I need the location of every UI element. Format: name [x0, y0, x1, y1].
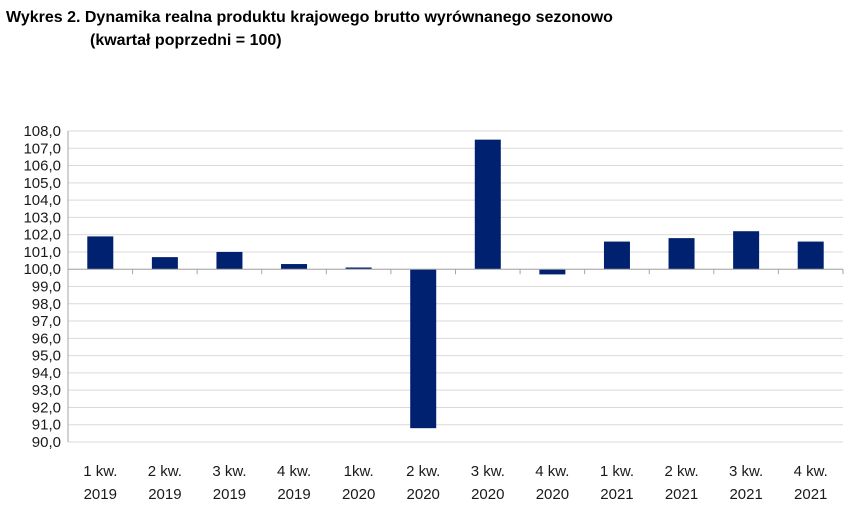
y-tick-label: 102,0 [23, 227, 61, 244]
y-tick-label: 92,0 [32, 399, 61, 416]
y-axis-tick-labels: 108,0107,0106,0105,0104,0103,0102,0101,0… [23, 123, 61, 451]
y-tick-label: 105,0 [23, 175, 61, 192]
y-tick-label: 95,0 [32, 348, 61, 365]
x-tick-label-quarter: 2 kw. [406, 463, 440, 480]
x-tick-label-quarter: 2 kw. [148, 463, 182, 480]
x-tick-label-year: 2019 [277, 486, 310, 503]
y-tick-label: 107,0 [23, 140, 61, 157]
x-tick-label-quarter: 3 kw. [212, 463, 246, 480]
x-tick-label-quarter: 4 kw. [794, 463, 828, 480]
y-tick-label: 94,0 [32, 365, 61, 382]
y-tick-label: 103,0 [23, 209, 61, 226]
y-tick-label: 98,0 [32, 296, 61, 313]
bar [410, 269, 437, 429]
bar [216, 251, 243, 270]
y-tick-label: 104,0 [23, 192, 61, 209]
bar [345, 267, 372, 270]
y-tick-label: 108,0 [23, 123, 61, 140]
x-tick-label-year: 2021 [665, 486, 698, 503]
x-tick-label-year: 2021 [600, 486, 633, 503]
x-tick-label-year: 2021 [794, 486, 827, 503]
y-tick-label: 97,0 [32, 313, 61, 330]
x-tick-label-year: 2020 [342, 486, 375, 503]
bars [87, 139, 824, 429]
x-tick-label-year: 2020 [471, 486, 504, 503]
chart-title-line-1: Wykres 2. Dynamika realna produktu krajo… [6, 9, 613, 26]
bar [603, 241, 630, 270]
x-tick-label-year: 2020 [407, 486, 440, 503]
x-tick-label-year: 2021 [729, 486, 762, 503]
x-tick-label-year: 2019 [84, 486, 117, 503]
x-tick-label-year: 2020 [536, 486, 569, 503]
y-tick-label: 93,0 [32, 382, 61, 399]
y-tick-label: 100,0 [23, 261, 61, 278]
x-tick-label-quarter: 1 kw. [83, 463, 117, 480]
y-tick-label: 106,0 [23, 158, 61, 175]
chart-title: Wykres 2. Dynamika realna produktu krajo… [6, 6, 613, 52]
bar [668, 238, 695, 270]
bar [733, 231, 760, 270]
y-tick-label: 101,0 [23, 244, 61, 261]
x-axis-tick-labels: 1 kw. 2019 2 kw. 2019 3 kw. 2019 4 kw. 2019 1kw.… [83, 463, 828, 503]
bar [797, 241, 824, 270]
category-axis [67, 131, 844, 442]
gridlines [68, 130, 843, 443]
bar [539, 269, 566, 275]
bar [151, 257, 178, 270]
y-tick-label: 90,0 [32, 434, 61, 451]
x-tick-label-quarter: 3 kw. [729, 463, 763, 480]
x-tick-label-year: 2019 [148, 486, 181, 503]
x-tick-label-quarter: 1 kw. [600, 463, 634, 480]
chart-title-line-2: (kwartał poprzedni = 100) [90, 32, 282, 49]
x-tick-label-quarter: 1kw. [344, 463, 374, 480]
x-tick-label-quarter: 4 kw. [277, 463, 311, 480]
x-tick-label-quarter: 3 kw. [471, 463, 505, 480]
x-tick-label-quarter: 4 kw. [535, 463, 569, 480]
bar [474, 139, 501, 270]
y-tick-label: 96,0 [32, 330, 61, 347]
x-tick-label-quarter: 2 kw. [664, 463, 698, 480]
y-tick-label: 91,0 [32, 417, 61, 434]
x-tick-label-year: 2019 [213, 486, 246, 503]
bar [281, 264, 308, 270]
y-tick-label: 99,0 [32, 279, 61, 296]
bar [87, 236, 114, 270]
